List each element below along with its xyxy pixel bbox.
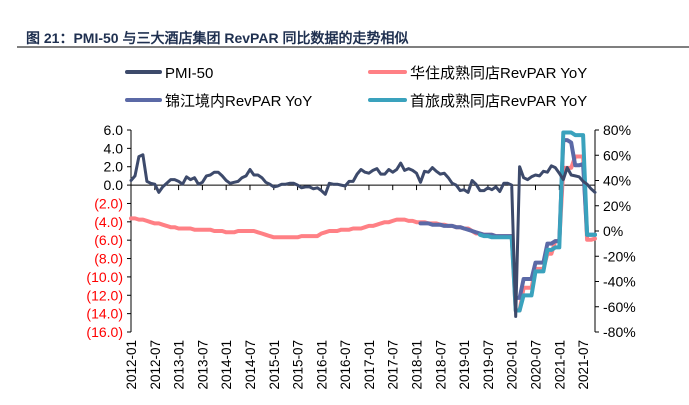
- series-line-shoulv: [478, 130, 597, 313]
- x-axis-tick-label: 2018-01: [410, 340, 425, 390]
- left-axis-tick-label: 0.0: [104, 177, 124, 193]
- left-axis-tick-label: 2.0: [104, 159, 124, 175]
- right-axis-tick-label: -80%: [603, 324, 636, 340]
- left-axis-tick-label: (10.0): [86, 269, 123, 285]
- x-axis-tick-label: 2020-07: [529, 340, 544, 390]
- left-axis-tick-label: 4.0: [104, 140, 124, 156]
- x-axis-tick-label: 2021-01: [552, 340, 567, 390]
- figure-title: 图 21：PMI-50 与三大酒店集团 RevPAR 同比数据的走势相似: [26, 30, 409, 46]
- x-axis-tick-label: 2014-01: [219, 340, 234, 390]
- right-axis-tick-label: 80%: [603, 122, 631, 138]
- title-divider: [17, 46, 689, 48]
- left-axis-tick-label: (16.0): [86, 324, 123, 340]
- x-axis-tick-label: 2014-07: [243, 340, 258, 390]
- right-axis-tick-label: -40%: [603, 274, 636, 290]
- legend-label: 华住成熟同店RevPAR YoY: [410, 65, 587, 82]
- x-axis-tick-label: 2017-01: [362, 340, 377, 390]
- series-line-pmi-50: [129, 153, 597, 318]
- legend-label: 锦江境内RevPAR YoY: [165, 92, 312, 110]
- x-axis-tick-label: 2012-07: [148, 340, 163, 390]
- x-axis-tick-label: 2021-07: [576, 340, 591, 390]
- legend-label: 首旅成熟同店RevPAR YoY: [410, 93, 587, 110]
- x-axis-tick-label: 2013-01: [172, 340, 187, 390]
- right-axis-tick-label: 0%: [603, 223, 623, 239]
- right-axis-tick-label: 40%: [603, 173, 631, 189]
- x-axis-tick-label: 2020-01: [505, 340, 520, 390]
- left-axis-tick-label: (6.0): [94, 232, 123, 248]
- x-axis-tick-label: 2015-07: [291, 340, 306, 390]
- series-line-jinjiang: [418, 138, 597, 300]
- right-axis-tick-label: -20%: [603, 248, 636, 264]
- x-axis-tick-label: 2019-07: [481, 340, 496, 390]
- right-axis-tick-label: 60%: [603, 147, 631, 163]
- x-axis-tick-label: 2016-07: [338, 340, 353, 390]
- series-lines: [129, 130, 597, 318]
- x-axis-tick-label: 2013-07: [195, 340, 210, 390]
- right-axis-tick-label: 20%: [603, 198, 631, 214]
- axes: 6.0 4.0 2.0 0.0 (2.0) (4.0) (6.0) (8.0) (10.0) (1…: [86, 122, 635, 390]
- left-axis-tick-label: (2.0): [94, 195, 123, 211]
- legend-label: PMI-50: [165, 65, 213, 82]
- left-axis-tick-label: (14.0): [86, 306, 123, 322]
- left-axis-tick-label: 6.0: [104, 122, 124, 138]
- legend: PMI-50 华住成熟同店RevPAR YoY 锦江境内RevPAR YoY 首旅成熟…: [125, 65, 587, 110]
- left-axis-tick-label: (8.0): [94, 251, 123, 267]
- x-axis-tick-label: 2018-07: [433, 340, 448, 390]
- x-axis-tick-label: 2015-01: [267, 340, 282, 390]
- left-axis-tick-label: (12.0): [86, 287, 123, 303]
- x-axis-tick-label: 2017-07: [386, 340, 401, 390]
- x-axis-tick-label: 2012-01: [124, 340, 139, 390]
- right-axis-tick-label: -60%: [603, 299, 636, 315]
- x-axis-tick-label: 2016-01: [314, 340, 329, 390]
- x-axis-tick-label: 2019-01: [457, 340, 472, 390]
- left-axis-tick-label: (4.0): [94, 214, 123, 230]
